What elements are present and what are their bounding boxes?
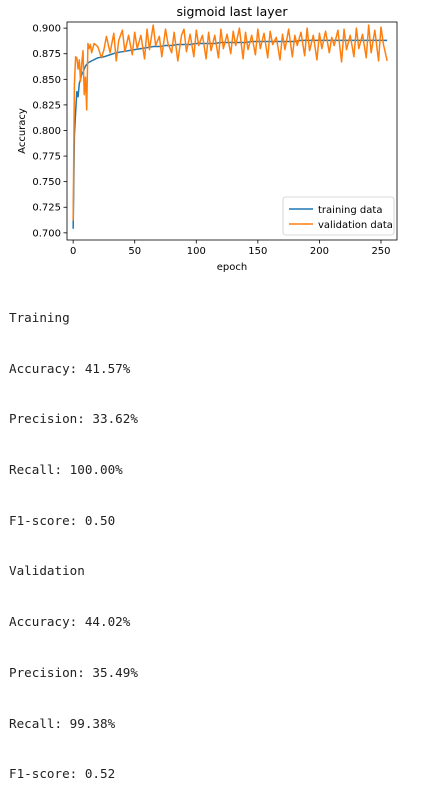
training-accuracy: Accuracy: 41.57% (9, 360, 131, 376)
accuracy-chart: 0 50 100 150 200 250 0.700 0.725 0.750 0.775 0.80… (0, 0, 431, 275)
training-recall: Recall: 100.00% (9, 461, 123, 477)
y-tick-label: 0.825 (32, 100, 61, 111)
training-precision: Precision: 33.62% (9, 411, 138, 427)
validation-accuracy: Accuracy: 44.02% (9, 614, 131, 630)
series-line-validation (72, 24, 388, 221)
y-tick-label: 0.900 (32, 24, 61, 35)
y-tick-label: 0.700 (32, 228, 61, 239)
validation-f1-score: F1-score: 0.52 (9, 766, 116, 782)
validation-heading: Validation (9, 563, 85, 579)
y-tick-label: 0.850 (32, 75, 61, 86)
training-heading: Training (9, 309, 70, 325)
y-tick-label: 0.875 (32, 49, 61, 60)
chart-title: sigmoid last layer (176, 4, 288, 19)
y-tick-label: 0.750 (32, 177, 61, 188)
y-tick-label: 0.725 (32, 203, 61, 214)
y-tick-label: 0.800 (32, 126, 61, 137)
legend-label-validation: validation data (318, 220, 393, 231)
legend: training data validation data (282, 196, 395, 236)
series-line-training (72, 39, 388, 229)
metrics-output: Training Accuracy: 41.57% Precision: 33.… (9, 276, 138, 800)
accuracy-chart-svg: 0 50 100 150 200 250 0.700 0.725 0.750 0.775 0.80… (17, 4, 398, 273)
plot-frame (66, 21, 398, 241)
y-tick-label: 0.775 (32, 152, 61, 163)
x-tick-label: 250 (371, 246, 390, 257)
x-tick-label: 200 (310, 246, 329, 257)
training-f1-score: F1-score: 0.50 (9, 512, 116, 528)
x-tick-label: 0 (70, 246, 76, 257)
x-tick-label: 100 (187, 246, 206, 257)
legend-label-training: training data (318, 205, 382, 216)
x-tick-label: 150 (248, 246, 267, 257)
x-tick-label: 50 (128, 246, 141, 257)
y-axis-label: Accuracy (17, 108, 28, 154)
x-axis-label: epoch (217, 262, 247, 273)
validation-recall: Recall: 99.38% (9, 715, 116, 731)
validation-precision: Precision: 35.49% (9, 664, 138, 680)
legend-box (282, 196, 395, 236)
